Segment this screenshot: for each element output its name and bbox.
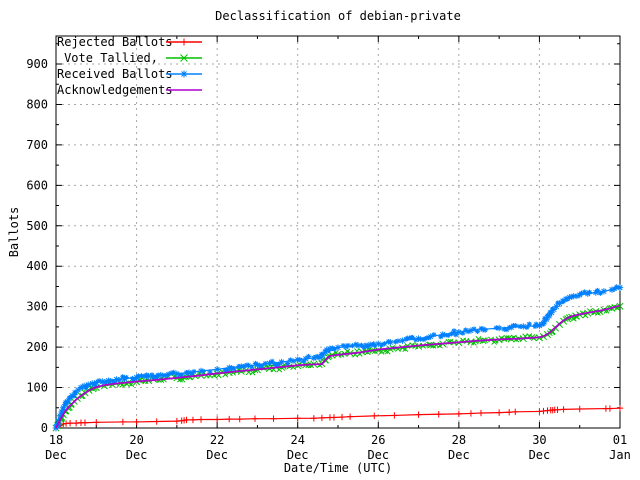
svg-text:28: 28 [452, 433, 466, 447]
legend-label: Rejected Ballots [57, 35, 173, 49]
legend-sample-line-icon [166, 89, 202, 91]
svg-text:30: 30 [532, 433, 546, 447]
svg-text:Dec: Dec [45, 448, 67, 462]
svg-text:24: 24 [290, 433, 304, 447]
svg-text:20: 20 [129, 433, 143, 447]
legend-row-acknowledgements: Acknowledgements [57, 82, 204, 98]
svg-text:700: 700 [26, 138, 48, 152]
svg-text:Dec: Dec [448, 448, 470, 462]
legend-label: Received Ballots [57, 67, 173, 81]
legend-label: Acknowledgements [57, 83, 173, 97]
x-axis-label: Date/Time (UTC) [283, 461, 393, 475]
svg-text:26: 26 [371, 433, 385, 447]
svg-text:500: 500 [26, 219, 48, 233]
svg-text:900: 900 [26, 57, 48, 71]
svg-text:Dec: Dec [126, 448, 148, 462]
svg-text:Jan: Jan [609, 448, 631, 462]
svg-text:Dec: Dec [206, 448, 228, 462]
legend-row-rejected: Rejected Ballots [57, 34, 204, 50]
svg-text:600: 600 [26, 178, 48, 192]
svg-text:800: 800 [26, 97, 48, 111]
svg-text:Dec: Dec [367, 448, 389, 462]
svg-text:300: 300 [26, 300, 48, 314]
chart-title: Declassification of debian-private [215, 9, 461, 23]
svg-text:01: 01 [613, 433, 627, 447]
svg-text:100: 100 [26, 381, 48, 395]
svg-text:Dec: Dec [529, 448, 551, 462]
legend-sample-line-icon [166, 70, 202, 78]
legend: Rejected Ballots Vote Tallied, Received … [57, 34, 204, 98]
svg-text:18: 18 [49, 433, 63, 447]
legend-sample-line-icon [166, 38, 202, 46]
legend-row-tallied: Vote Tallied, [57, 50, 204, 66]
y-axis-label: Ballots [7, 206, 21, 258]
svg-text:Dec: Dec [287, 448, 309, 462]
svg-text:200: 200 [26, 340, 48, 354]
svg-text:22: 22 [210, 433, 224, 447]
svg-text:0: 0 [41, 421, 48, 435]
legend-label: Vote Tallied, [64, 51, 158, 65]
svg-text:400: 400 [26, 259, 48, 273]
legend-row-received: Received Ballots [57, 66, 204, 82]
legend-sample-line-icon [166, 54, 202, 62]
